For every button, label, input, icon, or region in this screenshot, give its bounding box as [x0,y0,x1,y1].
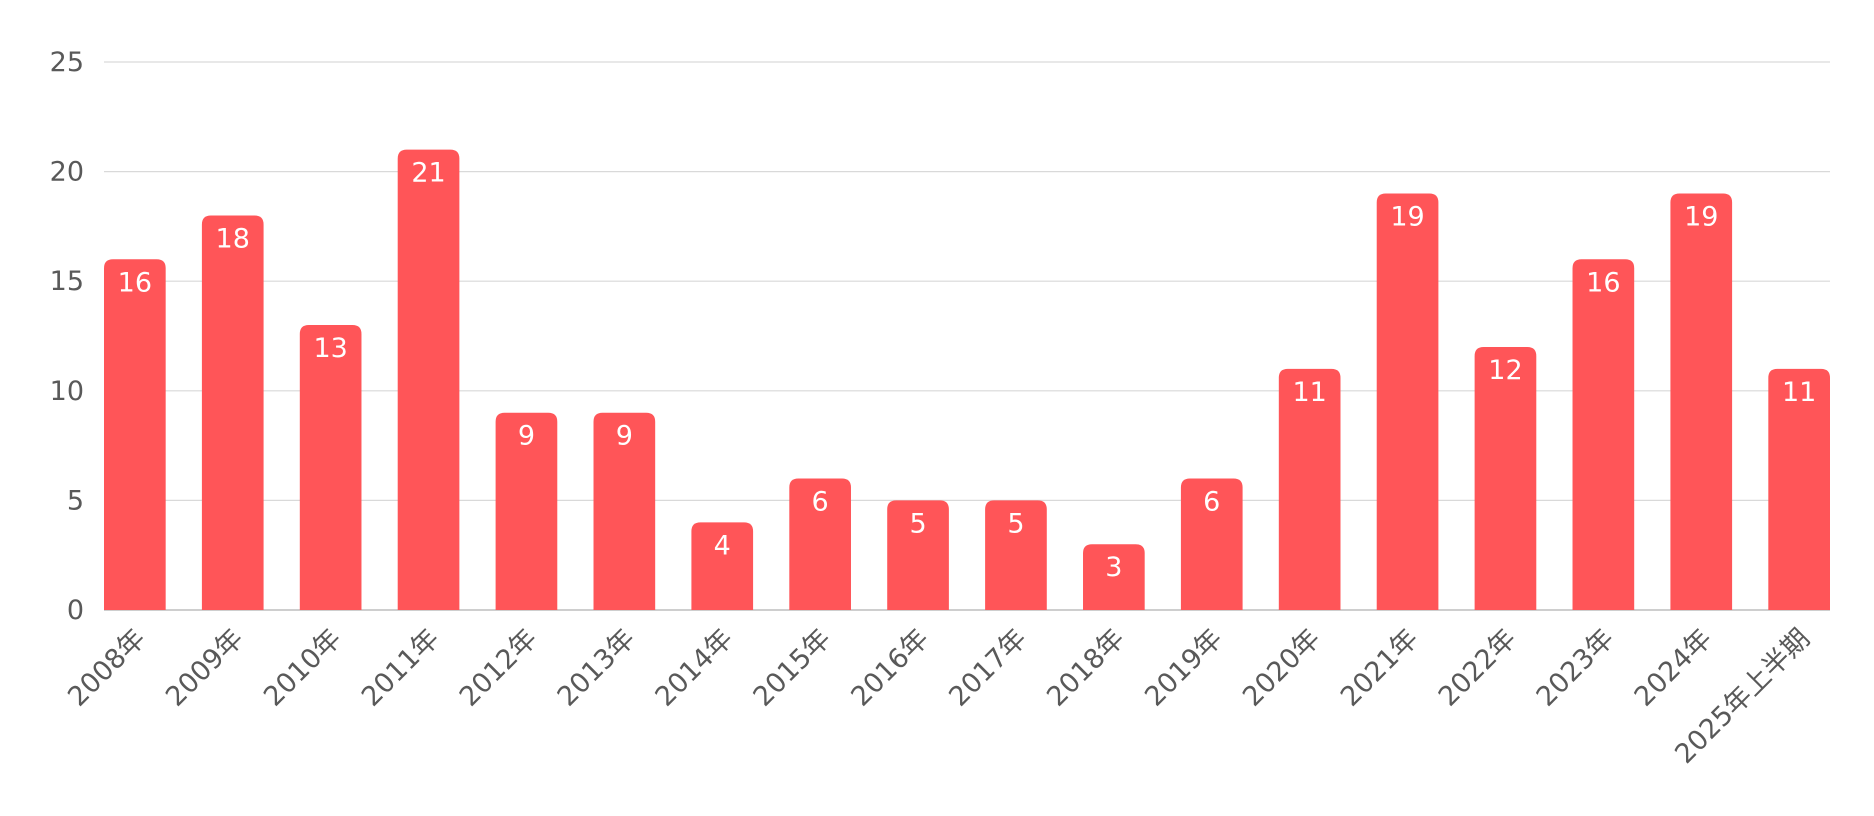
data-label: 6 [812,486,829,517]
bar-2011年 [397,149,460,610]
bar-2019年 [1180,478,1243,610]
x-tick-label: 2010年 [258,623,348,713]
data-label: 3 [1105,552,1122,583]
grid-layer [104,61,1830,611]
data-label: 9 [518,421,535,452]
x-axis-ticks: 2008年 2009年 2010年 2011年 2012年 2013年 2014年 2015年… [62,623,1816,770]
x-tick-label: 2019年 [1139,623,1229,713]
data-label: 12 [1488,355,1522,386]
bar-2010年 [299,325,362,610]
x-tick-label: 2022年 [1433,623,1523,713]
x-tick-label: 2013年 [552,623,642,713]
data-labels: 16 18 13 21 9 9 4 6 5 5 3 6 11 19 12 16 19 11 [118,158,1817,584]
bar-2009年 [201,215,264,610]
data-label: 18 [216,223,250,254]
x-tick-label: 2018年 [1041,623,1131,713]
bar-2020年 [1278,368,1341,610]
x-tick-label: 2020年 [1237,623,1327,713]
data-label: 5 [909,508,926,539]
y-axis-ticks: 0 5 10 15 20 25 [50,47,84,626]
data-label: 16 [118,267,152,298]
x-tick-label: 2009年 [160,623,250,713]
y-tick-label: 20 [50,157,84,188]
bar-2017年 [985,500,1047,610]
bar-2012年 [495,412,558,610]
bar-layer [104,149,1830,610]
x-tick-label: 2023年 [1531,623,1621,713]
data-label: 4 [714,530,731,561]
data-label: 13 [313,333,347,364]
x-tick-label: 2008年 [62,623,152,713]
x-tick-label: 2011年 [356,623,446,713]
x-tick-label: 2021年 [1335,623,1425,713]
y-tick-label: 5 [67,485,84,516]
data-label: 19 [1684,202,1718,233]
data-label: 19 [1390,202,1424,233]
bar-2008年 [104,259,166,610]
x-tick-label: 2015年 [747,623,837,713]
data-label: 11 [1292,377,1326,408]
bar-2022年 [1474,346,1537,610]
bar-2021年 [1376,193,1439,610]
bar-2016年 [887,500,949,610]
data-label: 16 [1586,267,1620,298]
bar-2015年 [789,478,851,610]
data-label: 5 [1007,508,1024,539]
bar-2014年 [691,522,754,610]
y-tick-label: 0 [67,595,84,626]
x-tick-label: 2024年 [1629,623,1719,713]
data-label: 6 [1203,486,1220,517]
x-tick-label: 2017年 [943,623,1033,713]
y-tick-label: 15 [50,266,84,297]
bar-2013年 [593,412,656,610]
y-tick-label: 10 [50,376,84,407]
data-label: 21 [411,158,445,189]
x-tick-label: 2016年 [845,623,935,713]
data-label: 9 [616,421,633,452]
x-tick-label: 2014年 [650,623,740,713]
x-tick-label: 2012年 [454,623,544,713]
y-tick-label: 25 [50,47,84,78]
bar-2023年 [1572,259,1635,610]
bar-2025年上半期 [1768,368,1830,610]
data-label: 11 [1782,377,1816,408]
bar-2024年 [1670,193,1733,610]
bar-2018年 [1083,544,1145,610]
